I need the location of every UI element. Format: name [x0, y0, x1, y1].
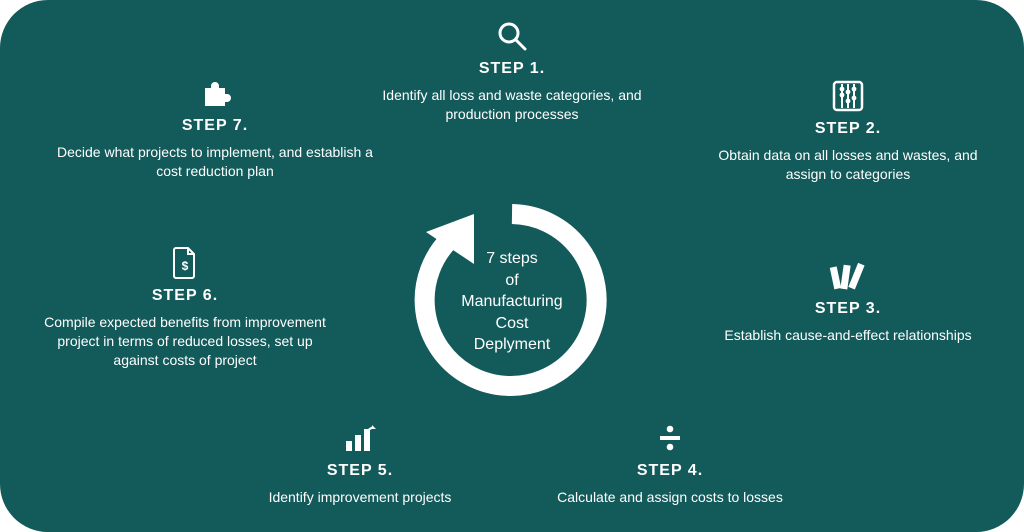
step-5: STEP 5. Identify improvement projects — [220, 420, 500, 507]
divide-icon — [520, 420, 820, 456]
step-desc: Decide what projects to implement, and e… — [55, 143, 375, 181]
abacus-icon — [713, 78, 983, 114]
step-3: STEP 3. Establish cause-and-effect relat… — [718, 258, 978, 345]
svg-text:$: $ — [182, 259, 189, 273]
step-desc: Obtain data on all losses and wastes, an… — [713, 146, 983, 184]
step-7: STEP 7. Decide what projects to implemen… — [55, 75, 375, 181]
step-1: STEP 1. Identify all loss and waste cate… — [372, 18, 652, 124]
barchart-icon — [220, 420, 500, 456]
puzzle-icon — [55, 75, 375, 111]
step-title: STEP 6. — [35, 287, 335, 305]
center-title-text: 7 stepsofManufacturingCostDeplyment — [461, 250, 562, 353]
step-title: STEP 7. — [55, 117, 375, 135]
dominoes-icon — [718, 258, 978, 294]
search-icon — [372, 18, 652, 54]
step-title: STEP 4. — [520, 462, 820, 480]
step-desc: Compile expected benefits from improveme… — [35, 313, 335, 370]
file-dollar-icon: $ — [35, 245, 335, 281]
step-title: STEP 3. — [718, 300, 978, 318]
step-desc: Identify all loss and waste categories, … — [372, 86, 652, 124]
step-desc: Calculate and assign costs to losses — [520, 488, 820, 507]
step-desc: Identify improvement projects — [220, 488, 500, 507]
step-title: STEP 2. — [713, 120, 983, 138]
step-6: $ STEP 6. Compile expected benefits from… — [35, 245, 335, 370]
center-title: 7 stepsofManufacturingCostDeplyment — [432, 248, 592, 356]
step-title: STEP 1. — [372, 60, 652, 78]
diagram-panel: 7 stepsofManufacturingCostDeplyment STEP… — [0, 0, 1024, 532]
step-2: STEP 2. Obtain data on all losses and wa… — [713, 78, 983, 184]
step-desc: Establish cause-and-effect relationships — [718, 326, 978, 345]
step-4: STEP 4. Calculate and assign costs to lo… — [520, 420, 820, 507]
step-title: STEP 5. — [220, 462, 500, 480]
